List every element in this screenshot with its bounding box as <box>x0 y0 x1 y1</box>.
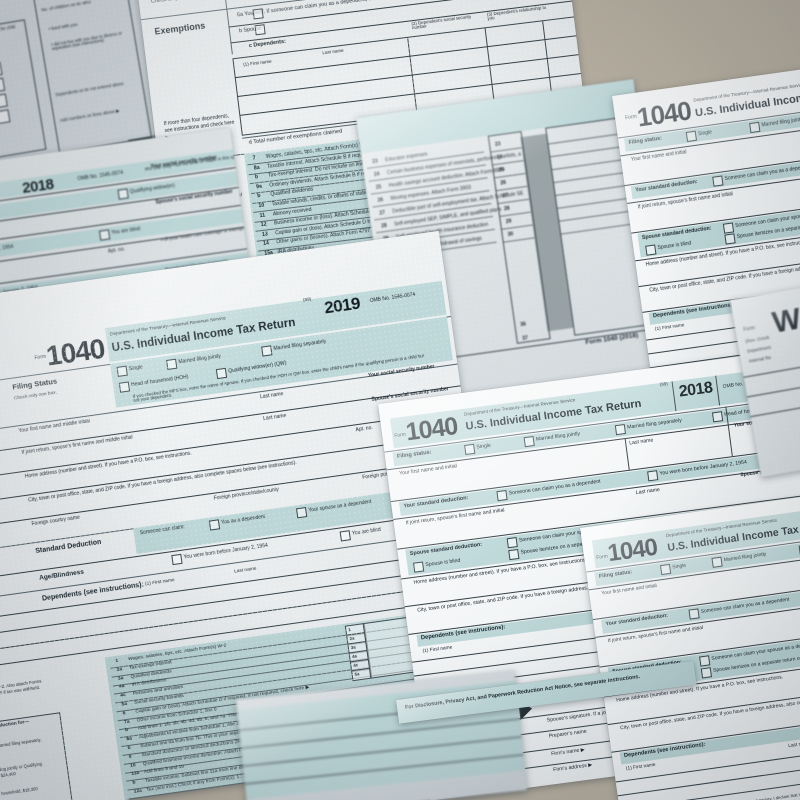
checkbox-hoh-2018c[interactable] <box>711 411 724 423</box>
dependents-2019: Dependents (see instructions): <box>41 581 145 603</box>
checkbox-single-2019[interactable] <box>116 365 128 377</box>
checkbox-single-2018c[interactable] <box>464 443 476 456</box>
amount-box-label: 3a <box>350 644 356 651</box>
checkbox-claim-you-br[interactable] <box>688 608 700 620</box>
form-footer: Form 1040 (2018) <box>585 331 639 347</box>
checkbox-single-br[interactable] <box>659 563 672 576</box>
checkbox-blind-left[interactable] <box>99 229 111 241</box>
dep-col-ssn: (2) Dependent's social security number <box>411 13 472 31</box>
checkbox-mfj[interactable] <box>749 121 761 134</box>
your-first-2019: Your first name and middle initial <box>18 418 91 435</box>
check-only-one: Check only one box. <box>151 0 201 5</box>
foreign-prov-2019: Foreign province/state/county <box>213 486 280 502</box>
form-letter-w: W <box>769 302 800 340</box>
dep-first-col: (1) First name <box>654 323 685 333</box>
amount-box-label: 4c <box>353 662 359 668</box>
amount-box-label: 4a <box>351 653 358 660</box>
amount-box-label: 5a <box>354 671 360 677</box>
firm-addr-2018c: Firm's address ▶ <box>552 762 593 774</box>
checkbox-you-dep-2019[interactable] <box>208 519 221 531</box>
dep-col-rel: (3) Dependent's relationship to you <box>486 4 547 22</box>
year-2019: 2019 <box>323 293 362 318</box>
line-number: 27 <box>379 209 386 217</box>
dep-col1-2019: (1) First name <box>144 578 176 588</box>
checkbox-mfs-2019[interactable] <box>261 345 273 357</box>
checkbox-born-2019[interactable] <box>171 553 183 566</box>
last-2019: Last name <box>259 391 284 401</box>
last-2019-b: Last name <box>262 412 287 423</box>
apt-left: Apt. no. <box>107 246 126 255</box>
exemption-row-6c: c Dependents: <box>248 38 287 50</box>
form-word-w: Form <box>742 325 756 334</box>
attach-note-2019: Attach Form(s) W-2. Also attach Forms W-… <box>0 678 42 701</box>
line-number: 24 <box>373 171 381 179</box>
form-w-dept: Department <box>746 344 772 354</box>
line-number: 23 <box>371 158 379 166</box>
age-blindness: Age/Blindness <box>38 568 85 582</box>
dep-col1b-2019: Last name <box>233 566 257 575</box>
amount-box-label: 1 <box>348 627 352 633</box>
blind-2019: You are blind <box>351 526 382 537</box>
form-w-rev: (Rev. Octob <box>744 334 770 344</box>
checkbox-claim-spouse-br[interactable] <box>699 655 711 667</box>
last-2018c: Last name <box>628 437 654 447</box>
check-only-2019: Check only one box. <box>13 390 58 402</box>
form-number-1040: 1040 <box>635 95 693 133</box>
checkbox-spouse-blind[interactable] <box>645 244 657 256</box>
checkbox-qw[interactable] <box>117 188 129 200</box>
exemption-row-6a: 6a Yourself. If someone can claim you as… <box>236 0 417 19</box>
form-number-2018c: 1040 <box>404 411 459 447</box>
checkbox-blind-2019[interactable] <box>339 530 351 542</box>
last2-2018c: Last name <box>635 486 661 497</box>
line-number: 25 <box>375 184 382 191</box>
prep-name-2018c: Preparer's name <box>548 728 588 740</box>
filing-status-2019: Filing Status <box>11 376 58 392</box>
form-word-2019: Form <box>34 353 47 362</box>
checkbox-spouse-item-br[interactable] <box>700 667 713 679</box>
checkbox-mfj-2019[interactable] <box>166 358 178 370</box>
checkbox-spouse-dep-2019[interactable] <box>295 507 308 519</box>
dep-col1b-br: Last name <box>788 741 800 750</box>
checkbox-yourself[interactable] <box>252 8 264 20</box>
firm-name-2018c: Firm's name ▶ <box>550 747 586 758</box>
checkbox-qw-2019[interactable] <box>215 367 228 380</box>
checkbox-claim-spouse[interactable] <box>722 222 735 234</box>
checkbox-mfj-br[interactable] <box>711 556 723 568</box>
checkbox-claim-you-2018c[interactable] <box>496 489 508 502</box>
checkbox-spouse-itemizes[interactable] <box>724 233 736 245</box>
form-word: Form <box>624 113 638 122</box>
checkbox-born-2018c[interactable] <box>647 470 659 482</box>
line-number: 28 <box>380 222 388 230</box>
amount-box-label: 2a <box>349 635 355 642</box>
dep-col1-br: (1) First name <box>625 762 656 772</box>
checkbox-spouse-item-2018c[interactable] <box>508 548 520 561</box>
checkbox-mfs-2018c[interactable] <box>614 423 627 436</box>
checkbox-single[interactable] <box>685 130 698 142</box>
line-number: 26 <box>377 197 384 204</box>
dep-col1-2018c: (1) First name <box>422 645 453 655</box>
born-before-2019: You were born before January 2, 1954 <box>183 542 269 561</box>
apt-2019: Apt. no. <box>355 424 374 434</box>
form-w-irs: Internal Re <box>748 354 772 364</box>
checkbox-claim-spouse-2018c[interactable] <box>506 537 518 549</box>
sheet-1040-bottomright: Form 1040 Department of the Treasury—Int… <box>580 476 800 800</box>
checkbox-claim-you[interactable] <box>712 175 724 187</box>
checkbox-spouse-blind-2018c[interactable] <box>413 561 425 573</box>
checkbox-spouse[interactable] <box>254 24 266 36</box>
checkbox-mfj-2018c[interactable] <box>523 435 535 448</box>
checkbox-hoh-2019[interactable] <box>118 381 131 393</box>
exemptions-heading: Exemptions <box>153 20 206 37</box>
